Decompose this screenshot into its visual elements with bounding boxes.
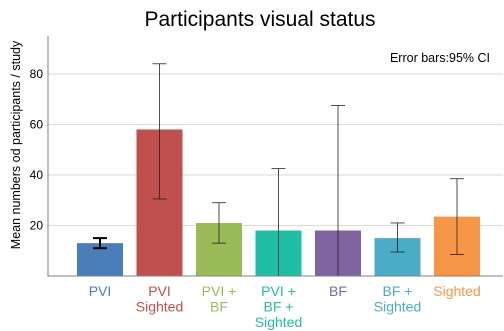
x-tick-label: BF (329, 283, 347, 299)
error-bar (390, 222, 405, 253)
x-tick-label: Sighted (433, 283, 480, 299)
error-bars-note: Error bars:95% CI (390, 51, 490, 65)
x-tick-label: PVI + BF + Sighted (255, 283, 302, 330)
y-tick-labels: 20 40 60 80 (30, 67, 44, 233)
x-tick-label: PVI (89, 283, 112, 299)
error-bar (152, 63, 167, 200)
error-bar (93, 237, 107, 250)
y-axis-label: Mean numbers od participants / study (9, 40, 23, 249)
y-tick-label: 40 (30, 168, 44, 182)
gridlines (48, 73, 503, 226)
error-bars (93, 63, 464, 277)
y-tick-label: 80 (30, 67, 44, 81)
y-tick-label: 20 (30, 218, 44, 232)
axes (47, 36, 503, 277)
error-bar (212, 202, 226, 244)
chart-title: Participants visual status (144, 8, 375, 31)
axis-lines (47, 36, 503, 277)
x-tick-label: BF + Sighted (374, 283, 421, 315)
x-tick-label: PVI + BF (202, 283, 237, 315)
y-tick-label: 60 (30, 117, 44, 131)
x-tick-label: PVI Sighted (136, 283, 183, 315)
error-bar (450, 178, 464, 255)
x-tick-labels: PVI PVI Sighted PVI + BF PVI + BF + Sighted BF BF… (89, 283, 481, 330)
